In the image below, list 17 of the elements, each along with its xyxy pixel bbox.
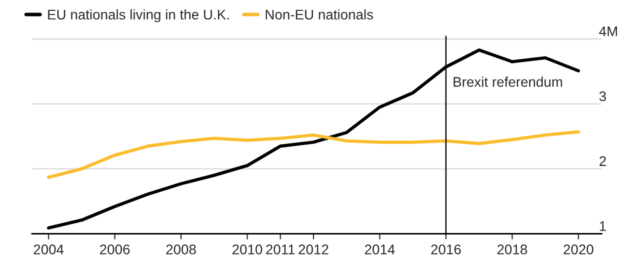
y-tick-label: 4M [599,26,617,36]
ref-line-label: Brexit referendum [454,76,562,87]
x-tick-label: 2012 [298,244,328,254]
y-tick-label: 2 [600,156,606,166]
legend-label: Non-EU nationals [266,9,374,20]
x-tick-label: 2004 [34,244,64,254]
x-tick-label: 2020 [564,244,594,254]
x-tick-label: 2016 [431,244,461,254]
x-tick-label: 2006 [100,244,130,254]
x-tick-label: 2014 [364,244,395,254]
x-tick-label: 2018 [497,244,528,254]
legend-label: EU nationals living in the U.K. [48,9,229,22]
x-tick-label: 2010 [232,244,262,254]
x-tick-label: 2011 [266,244,295,254]
x-tick-label: 2008 [166,244,196,254]
y-tick-label: 3 [599,91,606,102]
y-tick-label: 1 [600,221,606,231]
